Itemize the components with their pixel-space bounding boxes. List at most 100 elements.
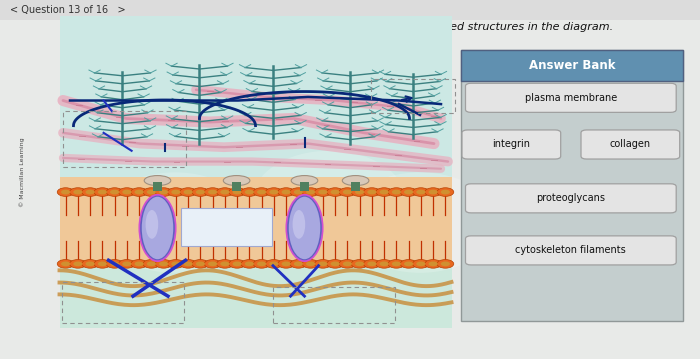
Circle shape (245, 190, 254, 195)
Circle shape (134, 190, 144, 195)
Circle shape (314, 260, 331, 268)
Circle shape (204, 188, 221, 196)
Circle shape (343, 190, 352, 195)
Circle shape (253, 188, 270, 196)
Circle shape (400, 188, 417, 196)
Circle shape (220, 261, 230, 266)
Circle shape (131, 260, 148, 268)
Circle shape (327, 260, 344, 268)
Ellipse shape (146, 210, 158, 239)
Bar (273, 287, 395, 323)
Bar (461, 50, 683, 81)
Bar (60, 16, 452, 219)
Circle shape (85, 190, 94, 195)
Circle shape (265, 260, 282, 268)
Circle shape (61, 261, 70, 266)
Circle shape (278, 188, 295, 196)
Circle shape (270, 261, 279, 266)
Circle shape (82, 260, 99, 268)
Circle shape (400, 260, 417, 268)
Circle shape (355, 190, 364, 195)
Circle shape (134, 261, 144, 266)
Circle shape (241, 260, 258, 268)
FancyBboxPatch shape (462, 130, 561, 159)
Circle shape (355, 261, 364, 266)
Circle shape (232, 190, 241, 195)
Circle shape (441, 261, 450, 266)
Circle shape (368, 190, 377, 195)
Ellipse shape (252, 151, 406, 251)
Text: © Macmillan Learning: © Macmillan Learning (20, 137, 25, 207)
Circle shape (290, 260, 307, 268)
Circle shape (57, 260, 74, 268)
Circle shape (376, 260, 393, 268)
Circle shape (302, 260, 319, 268)
Circle shape (412, 260, 429, 268)
Circle shape (220, 190, 230, 195)
Circle shape (229, 260, 246, 268)
Circle shape (270, 190, 279, 195)
Circle shape (94, 188, 111, 196)
Circle shape (106, 188, 123, 196)
Circle shape (294, 190, 303, 195)
Text: Answer Bank: Answer Bank (528, 59, 615, 72)
Bar (153, 182, 162, 191)
Circle shape (106, 260, 123, 268)
Ellipse shape (342, 176, 369, 186)
Circle shape (363, 188, 380, 196)
Circle shape (404, 261, 413, 266)
Circle shape (118, 188, 135, 196)
Circle shape (330, 190, 340, 195)
Circle shape (180, 260, 197, 268)
Circle shape (155, 260, 172, 268)
Circle shape (167, 260, 184, 268)
Bar (63, 111, 186, 167)
Circle shape (339, 188, 356, 196)
Circle shape (412, 188, 429, 196)
Circle shape (122, 261, 132, 266)
Circle shape (147, 261, 156, 266)
Circle shape (245, 261, 254, 266)
Circle shape (61, 190, 70, 195)
Ellipse shape (293, 210, 305, 239)
Circle shape (57, 188, 74, 196)
Circle shape (183, 261, 192, 266)
Circle shape (379, 261, 389, 266)
Circle shape (281, 190, 290, 195)
Ellipse shape (141, 196, 174, 260)
Bar (232, 182, 241, 191)
Circle shape (196, 190, 205, 195)
Circle shape (69, 260, 86, 268)
Ellipse shape (98, 172, 252, 273)
FancyBboxPatch shape (581, 130, 680, 159)
Circle shape (376, 188, 393, 196)
FancyBboxPatch shape (466, 83, 676, 112)
Circle shape (172, 261, 181, 266)
Circle shape (167, 188, 184, 196)
Circle shape (155, 188, 172, 196)
Circle shape (147, 190, 156, 195)
Ellipse shape (144, 176, 171, 186)
Circle shape (192, 188, 209, 196)
Circle shape (302, 188, 319, 196)
Circle shape (278, 260, 295, 268)
Circle shape (392, 190, 401, 195)
Bar (181, 208, 272, 246)
Text: collagen: collagen (610, 140, 651, 149)
Circle shape (327, 188, 344, 196)
Circle shape (339, 260, 356, 268)
Text: < Question 13 of 16   >: < Question 13 of 16 > (10, 5, 126, 15)
Circle shape (159, 261, 168, 266)
Ellipse shape (223, 176, 250, 186)
Circle shape (216, 260, 233, 268)
Bar (461, 50, 683, 321)
Text: cytoskeleton filaments: cytoskeleton filaments (515, 246, 627, 255)
Circle shape (416, 261, 426, 266)
Text: integrin: integrin (492, 140, 531, 149)
Circle shape (241, 188, 258, 196)
Circle shape (122, 190, 132, 195)
Circle shape (437, 188, 454, 196)
Circle shape (290, 188, 307, 196)
Circle shape (131, 188, 148, 196)
Circle shape (98, 261, 107, 266)
